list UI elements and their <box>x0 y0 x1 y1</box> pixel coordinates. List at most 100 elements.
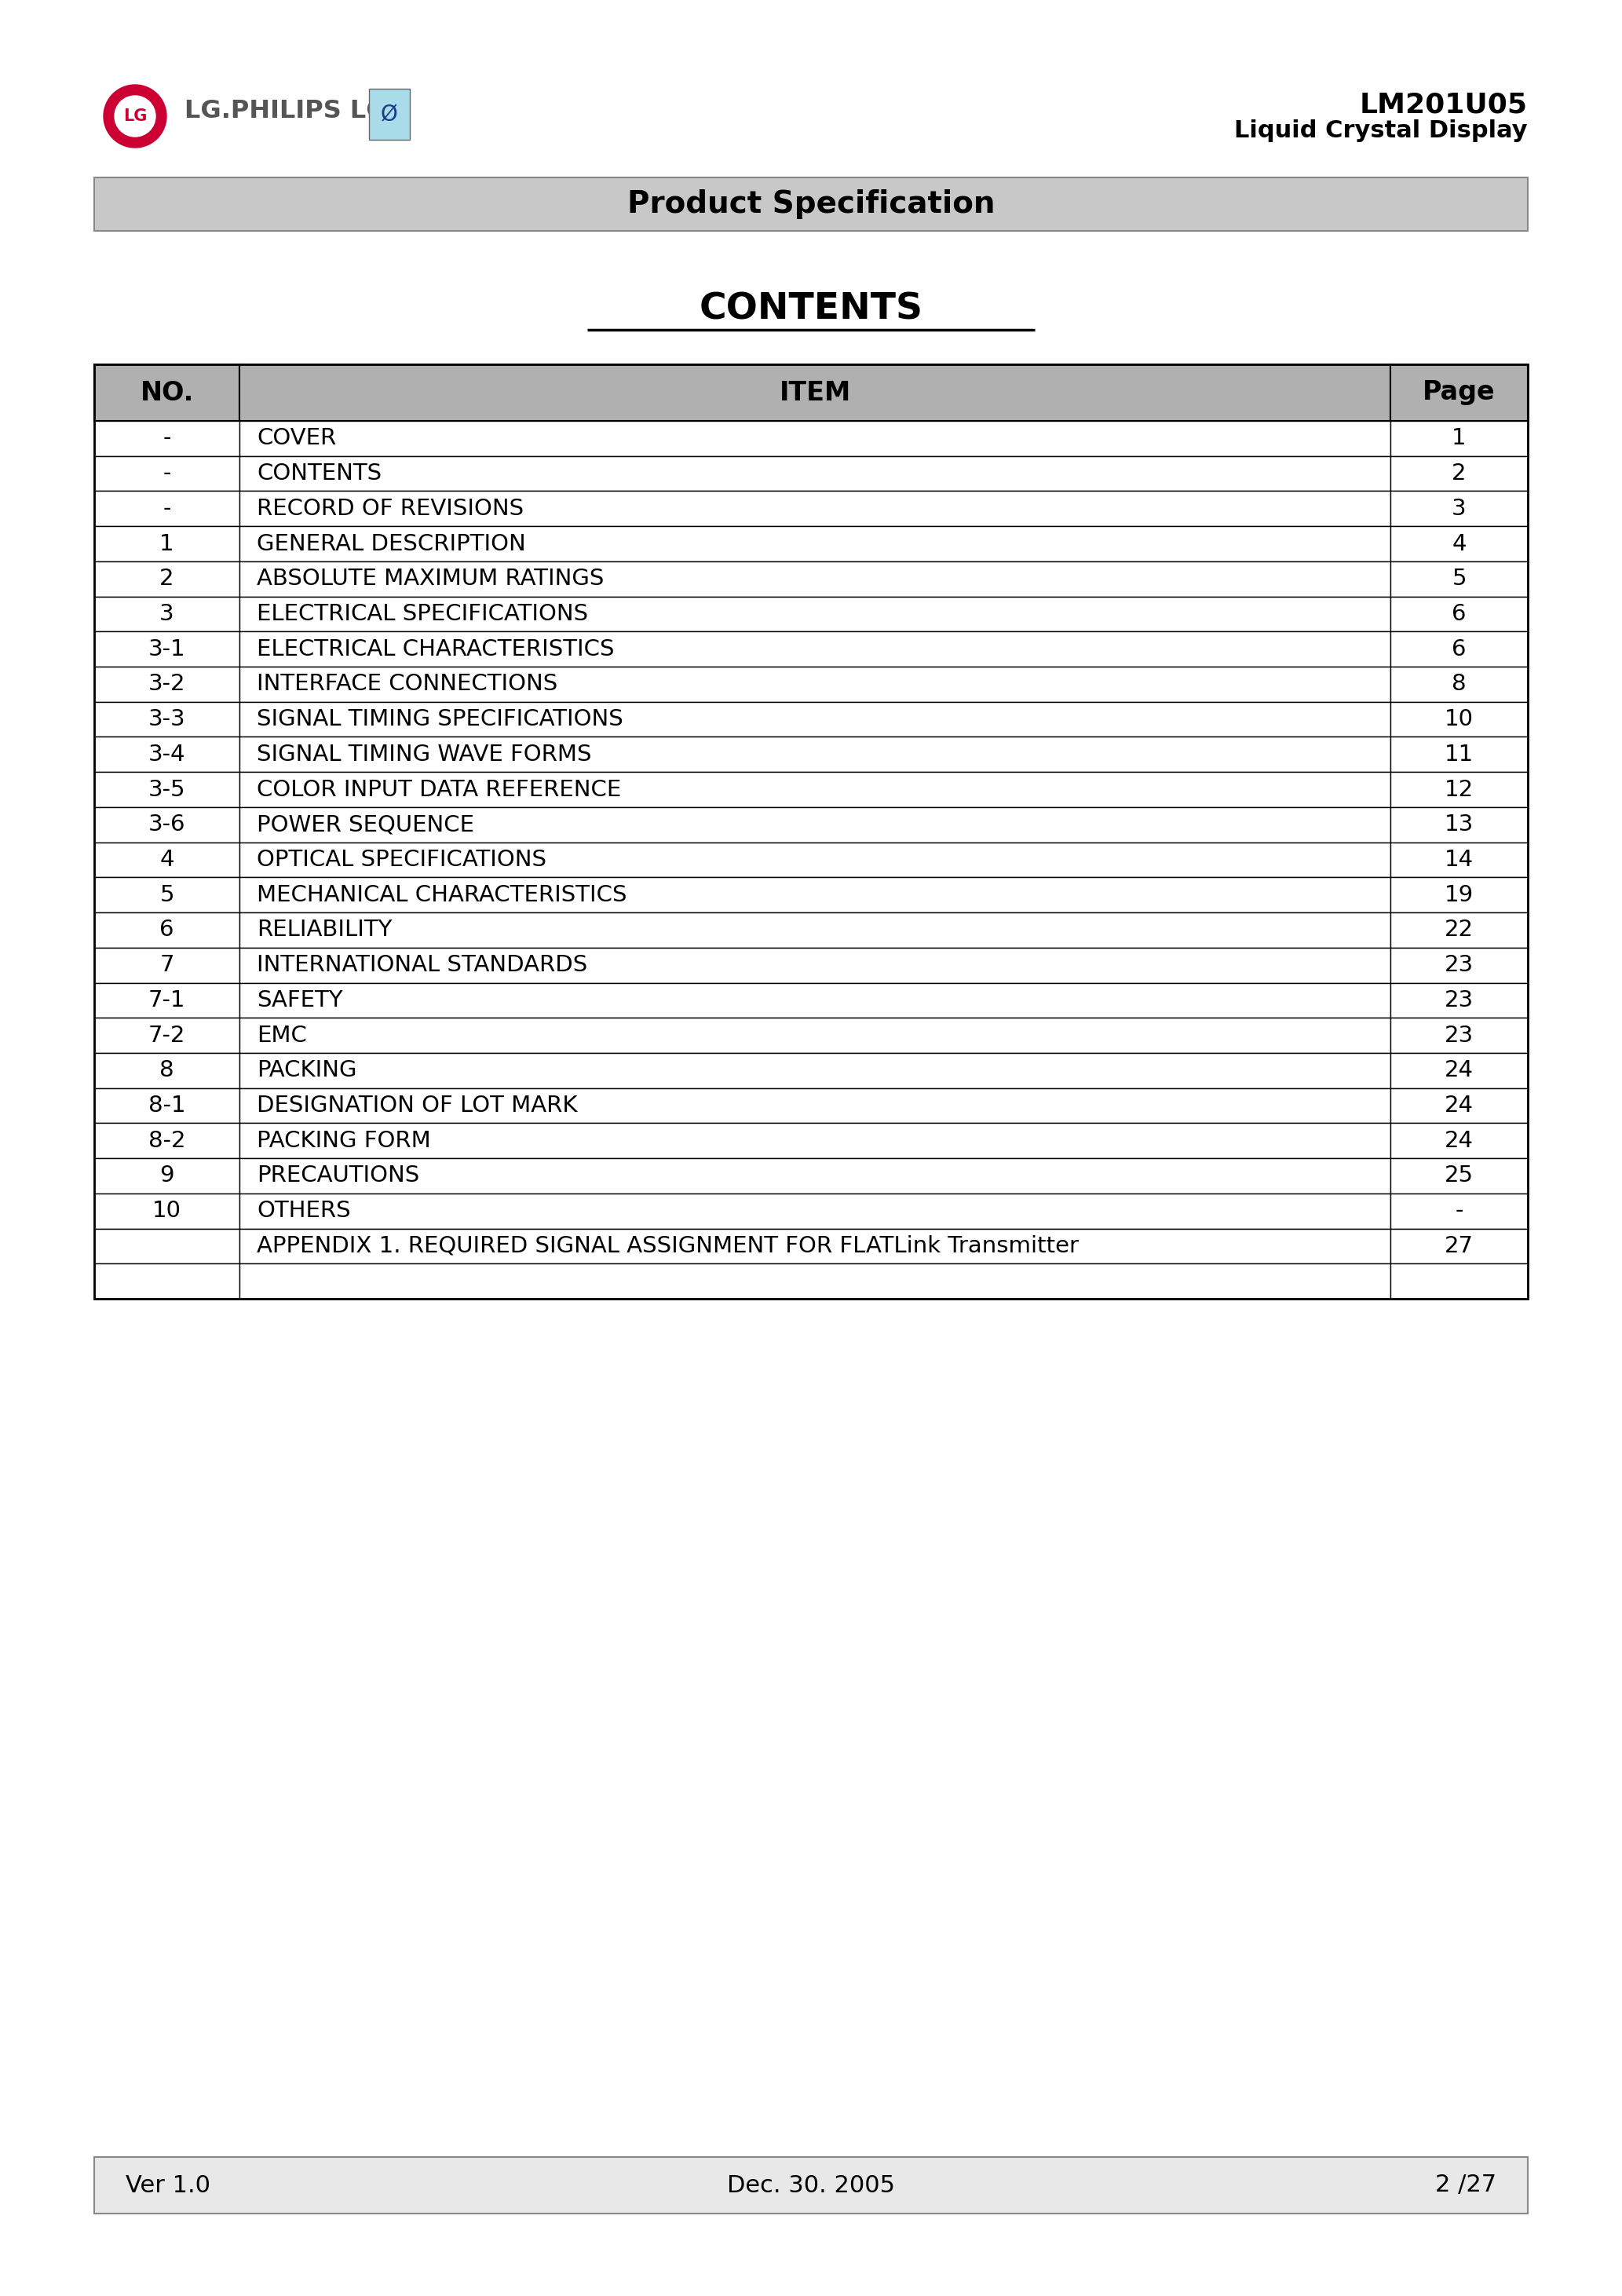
Bar <box>94 771 240 808</box>
Bar <box>94 1157 240 1194</box>
Text: -: - <box>162 498 170 519</box>
Text: 7: 7 <box>159 955 174 976</box>
Text: PACKING FORM: PACKING FORM <box>256 1130 431 1153</box>
Bar <box>94 2156 1528 2213</box>
Text: 11: 11 <box>1445 744 1474 765</box>
Text: 3-5: 3-5 <box>148 778 185 801</box>
Bar <box>1390 1017 1528 1054</box>
Text: 3-1: 3-1 <box>148 638 185 661</box>
Text: -: - <box>162 427 170 450</box>
Bar <box>240 703 1390 737</box>
Bar <box>240 912 1390 948</box>
Bar <box>1390 526 1528 560</box>
Text: 10: 10 <box>152 1201 182 1221</box>
Circle shape <box>104 85 167 147</box>
Bar <box>94 666 240 703</box>
Text: 3-4: 3-4 <box>148 744 185 765</box>
Text: 6: 6 <box>1452 638 1466 661</box>
Bar <box>94 1263 240 1300</box>
Bar <box>94 631 240 666</box>
Text: APPENDIX 1. REQUIRED SIGNAL ASSIGNMENT FOR FLATLink Transmitter: APPENDIX 1. REQUIRED SIGNAL ASSIGNMENT F… <box>256 1235 1079 1258</box>
Bar <box>240 877 1390 912</box>
Bar <box>240 1157 1390 1194</box>
Text: 8: 8 <box>159 1058 174 1081</box>
Bar <box>94 365 240 420</box>
Bar <box>1390 1157 1528 1194</box>
Bar <box>240 597 1390 631</box>
Bar <box>94 737 240 771</box>
Bar <box>94 1123 240 1157</box>
Text: 3-3: 3-3 <box>148 709 185 730</box>
Text: ABSOLUTE MAXIMUM RATINGS: ABSOLUTE MAXIMUM RATINGS <box>256 567 603 590</box>
Text: 13: 13 <box>1445 813 1474 836</box>
Text: EMC: EMC <box>256 1024 307 1047</box>
Bar <box>1390 843 1528 877</box>
Bar <box>240 948 1390 983</box>
Bar <box>240 420 1390 457</box>
Text: LM201U05: LM201U05 <box>1359 92 1528 117</box>
Text: INTERFACE CONNECTIONS: INTERFACE CONNECTIONS <box>256 673 558 696</box>
Text: 27: 27 <box>1445 1235 1474 1258</box>
Circle shape <box>115 96 156 138</box>
Bar <box>1390 631 1528 666</box>
Text: RELIABILITY: RELIABILITY <box>256 918 393 941</box>
Bar <box>1390 983 1528 1017</box>
Bar <box>94 703 240 737</box>
Text: COLOR INPUT DATA REFERENCE: COLOR INPUT DATA REFERENCE <box>256 778 621 801</box>
Text: 23: 23 <box>1445 990 1474 1010</box>
Text: CONTENTS: CONTENTS <box>699 292 923 326</box>
Text: 1: 1 <box>1452 427 1466 450</box>
Bar <box>94 1088 240 1123</box>
Bar <box>240 1123 1390 1157</box>
Text: 22: 22 <box>1445 918 1474 941</box>
Text: LG.PHILIPS LCD: LG.PHILIPS LCD <box>185 99 406 124</box>
Bar <box>1390 491 1528 526</box>
Bar <box>94 1054 240 1088</box>
Text: Liquid Crystal Display: Liquid Crystal Display <box>1234 119 1528 142</box>
Bar <box>1390 1123 1528 1157</box>
Bar <box>94 983 240 1017</box>
Text: 7-1: 7-1 <box>148 990 185 1010</box>
Text: 5: 5 <box>1452 567 1466 590</box>
Text: DESIGNATION OF LOT MARK: DESIGNATION OF LOT MARK <box>256 1095 577 1116</box>
Bar <box>1390 1054 1528 1088</box>
Bar <box>240 631 1390 666</box>
Text: 4: 4 <box>1452 533 1466 556</box>
Bar <box>240 457 1390 491</box>
Text: PRECAUTIONS: PRECAUTIONS <box>256 1164 420 1187</box>
Text: ELECTRICAL SPECIFICATIONS: ELECTRICAL SPECIFICATIONS <box>256 604 589 625</box>
Bar <box>240 491 1390 526</box>
Text: -: - <box>1455 1201 1463 1221</box>
Text: 10: 10 <box>1445 709 1474 730</box>
Text: COVER: COVER <box>256 427 336 450</box>
Text: 24: 24 <box>1445 1095 1474 1116</box>
Bar <box>1390 365 1528 420</box>
Text: PACKING: PACKING <box>256 1058 357 1081</box>
Text: 2: 2 <box>1452 461 1466 484</box>
Bar <box>1390 703 1528 737</box>
Text: 3: 3 <box>1452 498 1466 519</box>
Text: CONTENTS: CONTENTS <box>256 461 381 484</box>
Text: 8-2: 8-2 <box>148 1130 185 1153</box>
Bar <box>94 365 1528 1300</box>
Bar <box>240 1194 1390 1228</box>
Text: 3-6: 3-6 <box>148 813 185 836</box>
Text: 25: 25 <box>1445 1164 1474 1187</box>
Text: 8-1: 8-1 <box>148 1095 185 1116</box>
Text: LG: LG <box>123 108 148 124</box>
Bar <box>1390 420 1528 457</box>
Bar <box>240 1228 1390 1263</box>
Text: INTERNATIONAL STANDARDS: INTERNATIONAL STANDARDS <box>256 955 587 976</box>
Text: NO.: NO. <box>139 379 193 406</box>
Bar <box>1390 666 1528 703</box>
Bar <box>368 90 410 140</box>
Text: 14: 14 <box>1445 850 1474 870</box>
Text: 6: 6 <box>1452 604 1466 625</box>
Bar <box>1390 560 1528 597</box>
Text: 19: 19 <box>1445 884 1474 907</box>
Text: 24: 24 <box>1445 1130 1474 1153</box>
Bar <box>240 1017 1390 1054</box>
Bar <box>94 843 240 877</box>
Text: SIGNAL TIMING SPECIFICATIONS: SIGNAL TIMING SPECIFICATIONS <box>256 709 623 730</box>
Bar <box>240 737 1390 771</box>
